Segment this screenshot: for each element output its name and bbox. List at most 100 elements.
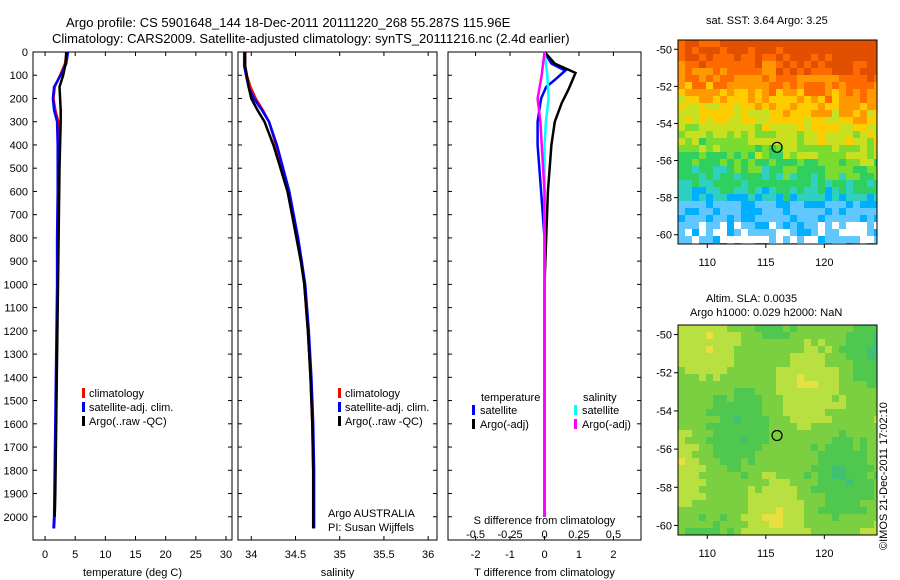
map-frame [677, 39, 878, 245]
x2-tick-label: 0.25 [568, 529, 589, 541]
x2-axis-label: S difference from climatology [474, 515, 616, 527]
y-tick-label: 1900 [4, 489, 28, 501]
x-axis-label: salinity [321, 567, 355, 579]
x-tick-label: 25 [190, 549, 202, 561]
legend-swatch [574, 405, 577, 415]
series-line-argorawqc [243, 52, 315, 529]
map-y-tick-label: -52 [656, 368, 672, 380]
sla-heatmap [678, 325, 877, 535]
x-tick-label: -2 [471, 549, 481, 561]
sst-heatmap [678, 40, 877, 244]
map-x-tick-label: 120 [815, 257, 833, 269]
x2-tick-label: -0.5 [466, 529, 485, 541]
legend-label: satellite-adj. clim. [89, 402, 173, 414]
profile-panel-1-frame [32, 51, 233, 541]
map-y-tick-label: -54 [656, 406, 672, 418]
map-x-tick-label: 110 [698, 257, 716, 269]
map-y-tick-label: -56 [656, 444, 672, 456]
x-tick-label: 20 [160, 549, 172, 561]
y-tick-label: 500 [10, 163, 28, 175]
map-y-tick-label: -58 [656, 193, 672, 205]
map-y-tick-label: -50 [656, 44, 672, 56]
map-frame [677, 324, 878, 536]
x-tick-label: 35 [334, 549, 346, 561]
x-tick-label: 15 [129, 549, 141, 561]
x-axis-label: T difference from climatology [474, 567, 615, 579]
y-tick-label: 0 [22, 47, 28, 59]
y-tick-label: 800 [10, 233, 28, 245]
map-y-tick-label: -54 [656, 118, 672, 130]
map-x-tick-label: 120 [815, 548, 833, 560]
legend-swatch [338, 388, 341, 398]
map-y-tick-label: -60 [656, 520, 672, 532]
x-tick-label: 2 [610, 549, 616, 561]
sla-panel-title-1: Altim. SLA: 0.0035 [706, 293, 798, 305]
y-tick-label: 700 [10, 210, 28, 222]
y-tick-label: 200 [10, 93, 28, 105]
map-y-tick-label: -58 [656, 482, 672, 494]
legend-label: satellite [480, 405, 517, 417]
y-tick-label: 1500 [4, 396, 28, 408]
legend-label: satellite [582, 405, 619, 417]
y-tick-label: 1600 [4, 419, 28, 431]
y-tick-label: 1300 [4, 349, 28, 361]
x-tick-label: 1 [576, 549, 582, 561]
y-tick-label: 1200 [4, 326, 28, 338]
sst-panel-title: sat. SST: 3.64 Argo: 3.25 [706, 15, 828, 27]
y-tick-label: 1800 [4, 465, 28, 477]
map-y-tick-label: -52 [656, 81, 672, 93]
y-tick-label: 1400 [4, 372, 28, 384]
map-x-tick-label: 110 [698, 548, 716, 560]
map-y-tick-label: -50 [656, 330, 672, 342]
x-tick-label: 30 [220, 549, 232, 561]
x-tick-label: 34 [245, 549, 257, 561]
map-x-tick-label: 115 [757, 257, 775, 269]
legend-swatch [472, 419, 475, 429]
legend-label: Argo(-adj) [582, 419, 631, 431]
legend-swatch [338, 402, 341, 412]
legend-swatch [574, 419, 577, 429]
x-tick-label: 5 [72, 549, 78, 561]
x2-tick-label: -0.25 [497, 529, 522, 541]
series-line-argoadj [536, 51, 546, 517]
pi-label: PI: Susan Wijffels [328, 522, 414, 534]
legend-label: Argo(-adj) [480, 419, 529, 431]
legend-label: climatology [345, 388, 401, 400]
x-tick-label: 0 [42, 549, 48, 561]
legend-label: climatology [89, 388, 145, 400]
x-tick-label: 35.5 [373, 549, 394, 561]
y-tick-label: 400 [10, 140, 28, 152]
x2-tick-label: 0.5 [606, 529, 621, 541]
legend-swatch [82, 402, 85, 412]
y-tick-label: 300 [10, 117, 28, 129]
legend-swatch [82, 416, 85, 426]
profile-panel-2-frame [237, 51, 438, 541]
legend-swatch [82, 388, 85, 398]
x-axis-label: temperature (deg C) [83, 567, 182, 579]
legend-swatch [338, 416, 341, 426]
y-tick-label: 900 [10, 256, 28, 268]
x-tick-label: 34.5 [285, 549, 306, 561]
figure-title-line-2: Climatology: CARS2009. Satellite-adjuste… [52, 31, 570, 46]
argo-country-label: Argo AUSTRALIA [328, 508, 415, 520]
map-x-tick-label: 115 [757, 548, 775, 560]
sla-panel-title-2: Argo h1000: 0.029 h2000: NaN [690, 307, 843, 319]
argo-location-marker [771, 429, 783, 442]
y-tick-label: 600 [10, 186, 28, 198]
y-tick-label: 1100 [4, 303, 28, 315]
legend-label: Argo(..raw -QC) [345, 416, 423, 428]
legend-group-temperature: temperature [481, 392, 540, 404]
y-tick-label: 1000 [4, 279, 28, 291]
x-tick-label: -1 [505, 549, 515, 561]
y-tick-label: 2000 [4, 512, 28, 524]
map-y-tick-label: -56 [656, 156, 672, 168]
series-line-argorawqc [53, 51, 68, 517]
x-tick-label: 36 [422, 549, 434, 561]
y-tick-label: 100 [10, 70, 28, 82]
legend-label: Argo(..raw -QC) [89, 416, 167, 428]
legend-label: satellite-adj. clim. [345, 402, 429, 414]
argo-location-marker [771, 141, 783, 153]
x-tick-label: 0 [541, 549, 547, 561]
y-tick-label: 1700 [4, 442, 28, 454]
